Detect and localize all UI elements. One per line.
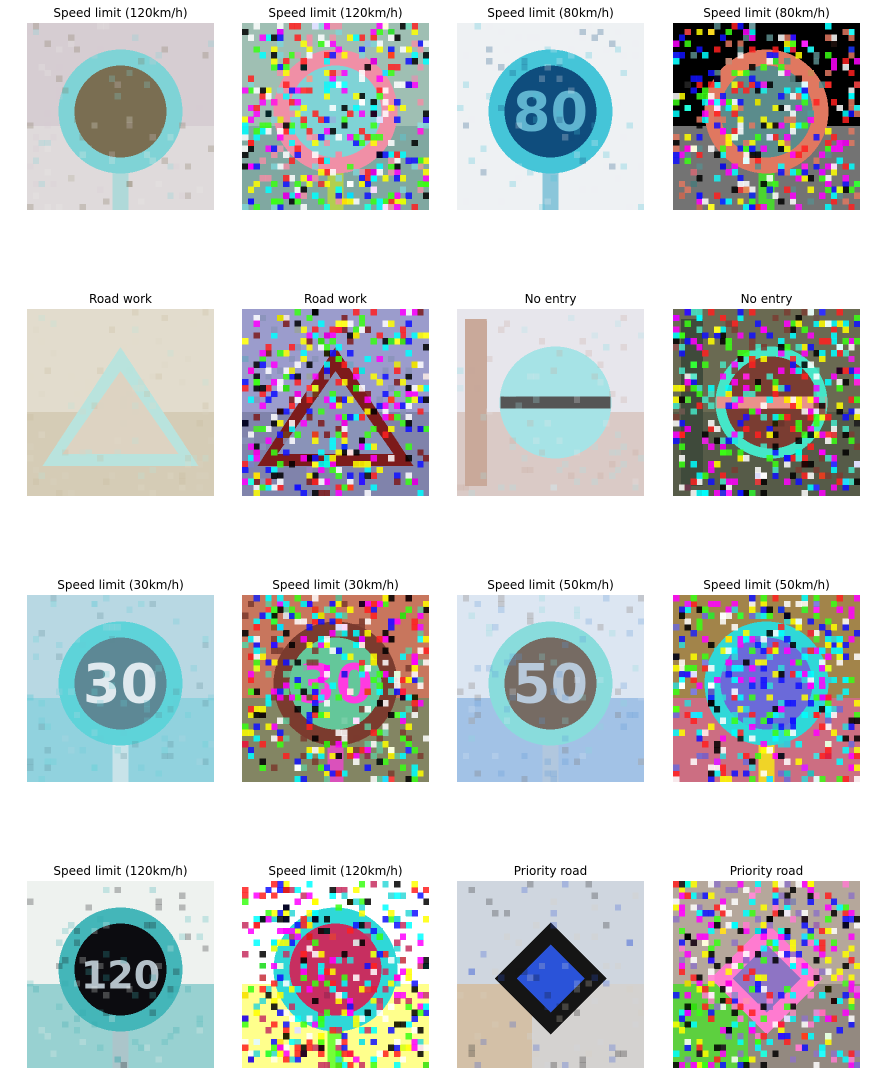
traffic-sign-image [673,595,860,782]
pixel-noise [27,23,214,210]
traffic-sign-image [673,309,860,496]
panel-title: Priority road [729,864,804,878]
panel-perturbed: Speed limit (120km/h) [242,863,429,1068]
sign-shape [58,907,183,1068]
traffic-sign-image [457,309,644,496]
panel-title: Speed limit (80km/h) [703,6,830,20]
sign-shape [488,49,613,210]
panel-perturbed: Priority road [673,863,860,1068]
sign-number: 80 [513,81,588,144]
sign-number: 120 [81,954,160,998]
traffic-sign-image [673,881,860,1068]
panel-perturbed: Road work [242,291,429,496]
pixel-noise [457,881,644,1068]
sign-shape [457,922,607,1068]
pixel-noise [673,309,860,496]
panel-title: Road work [89,292,152,306]
traffic-sign-image [242,881,429,1068]
panel-perturbed: Speed limit (120km/h) [242,5,429,210]
panel-title: Speed limit (80km/h) [487,6,614,20]
pixel-noise [457,595,644,782]
panel-original: Speed limit (120km/h) 120 [27,863,214,1068]
panel-title: Speed limit (30km/h) [272,578,399,592]
traffic-sign-image [27,309,214,496]
pixel-noise [242,595,429,782]
traffic-sign-image: 80 [457,23,644,210]
panel-original: No entry [457,291,644,496]
sign-shape [42,347,199,466]
panel-title: Speed limit (120km/h) [268,864,403,878]
sign-shape [58,621,183,782]
panel-original: Speed limit (80km/h) 80 [457,5,644,210]
panel-original: Speed limit (50km/h) 50 [457,577,644,782]
traffic-sign-image: 120 [27,881,214,1068]
traffic-sign-image [27,23,214,210]
panel-original: Speed limit (120km/h) [27,5,214,210]
pixel-noise [242,309,429,496]
panel-perturbed: Speed limit (50km/h) [673,577,860,782]
panel-title: Priority road [513,864,588,878]
sign-shape [465,319,612,486]
sign-shape [488,621,613,782]
traffic-sign-image: 50 [457,595,644,782]
pixel-noise [673,881,860,1068]
panel-perturbed: No entry [673,291,860,496]
panel-perturbed: Speed limit (30km/h) 30 [242,577,429,782]
sign-number: 50 [513,653,588,716]
pixel-noise [242,881,429,1068]
pixel-noise [27,595,214,782]
traffic-sign-image: 30 [27,595,214,782]
panel-title: Speed limit (120km/h) [53,6,188,20]
panel-title: Speed limit (50km/h) [703,578,830,592]
pixel-noise [457,23,644,210]
traffic-sign-image [242,309,429,496]
panel-title: No entry [524,292,577,306]
panel-title: Road work [304,292,367,306]
sign-number: 30 [83,653,158,716]
panel-original: Priority road [457,863,644,1068]
sign-shape [58,49,183,210]
pixel-noise [27,309,214,496]
panel-perturbed: Speed limit (80km/h) [673,5,860,210]
panel-title: Speed limit (30km/h) [57,578,184,592]
panel-title: Speed limit (50km/h) [487,578,614,592]
pixel-noise [673,23,860,210]
traffic-sign-image [457,881,644,1068]
pixel-noise [27,886,209,1068]
traffic-sign-image [242,23,429,210]
panel-original: Road work [27,291,214,496]
panel-title: Speed limit (120km/h) [53,864,188,878]
panel-title: No entry [740,292,793,306]
traffic-sign-image: 30 [242,595,429,782]
panel-original: Speed limit (30km/h) 30 [27,577,214,782]
pixel-noise [242,23,429,210]
traffic-sign-image [673,23,860,210]
pixel-noise [673,595,860,782]
panel-title: Speed limit (120km/h) [268,6,403,20]
pixel-noise [457,309,644,496]
